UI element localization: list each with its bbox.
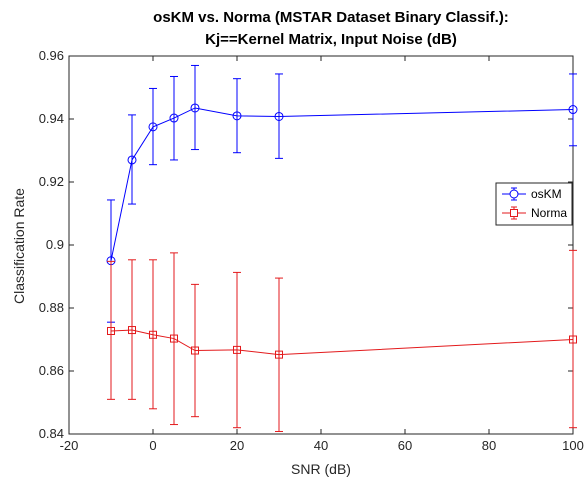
x-tick-label: 80 [482, 438, 496, 453]
data-point [190, 103, 200, 113]
series-oskm [106, 64, 578, 323]
legend-marker [509, 189, 519, 199]
legend-item-oskm: osKM [502, 187, 562, 201]
data-point [233, 345, 241, 354]
x-tick-label: 20 [230, 438, 244, 453]
data-point [107, 326, 115, 335]
y-tick-label: 0.9 [46, 237, 64, 252]
data-point [149, 330, 157, 339]
x-tick-label: -20 [60, 438, 79, 453]
data-point [148, 122, 158, 132]
x-tick-label: 40 [314, 438, 328, 453]
x-tick-label: 100 [562, 438, 584, 453]
data-point [569, 335, 577, 344]
legend-box [495, 182, 573, 226]
y-tick-label: 0.88 [39, 300, 64, 315]
y-tick-label: 0.84 [39, 426, 64, 441]
data-point [568, 105, 578, 115]
chart-title-line2: Kj==Kernel Matrix, Input Noise (dB) [205, 31, 457, 48]
y-tick-label: 0.86 [39, 363, 64, 378]
data-point [127, 155, 137, 165]
y-tick-label: 0.94 [39, 111, 64, 126]
data-point [170, 334, 178, 343]
data-point [275, 350, 283, 359]
legend-marker [510, 209, 518, 217]
data-point [274, 111, 284, 121]
x-axis-label: SNR (dB) [291, 461, 351, 477]
data-point [128, 326, 136, 335]
plot-area [106, 64, 578, 432]
series-line [110, 107, 574, 261]
legend-item-norma: Norma [502, 206, 567, 220]
series-norma [107, 249, 577, 432]
legend-label: osKM [531, 187, 562, 201]
data-point [169, 113, 179, 123]
x-tick-label: 0 [149, 438, 156, 453]
legend: osKM Norma [495, 182, 573, 226]
y-axis-label: Classification Rate [11, 188, 27, 304]
legend-label: Norma [531, 206, 567, 220]
chart-title-line1: osKM vs. Norma (MSTAR Dataset Binary Cla… [153, 9, 509, 26]
data-point [191, 346, 199, 355]
x-tick-label: 60 [398, 438, 412, 453]
y-tick-label: 0.92 [39, 174, 64, 189]
data-point [232, 111, 242, 121]
axes: -20 0 20 40 60 80 100 0.84 0.86 0.88 0.9 0.92 0.94 0.… [39, 48, 584, 453]
y-tick-label: 0.96 [39, 48, 64, 63]
